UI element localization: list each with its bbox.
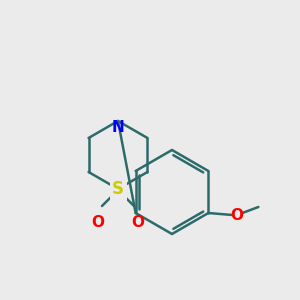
Text: O: O	[131, 215, 145, 230]
Text: O: O	[92, 215, 104, 230]
Text: O: O	[230, 208, 243, 223]
Text: N: N	[112, 119, 124, 134]
Text: S: S	[112, 180, 124, 198]
